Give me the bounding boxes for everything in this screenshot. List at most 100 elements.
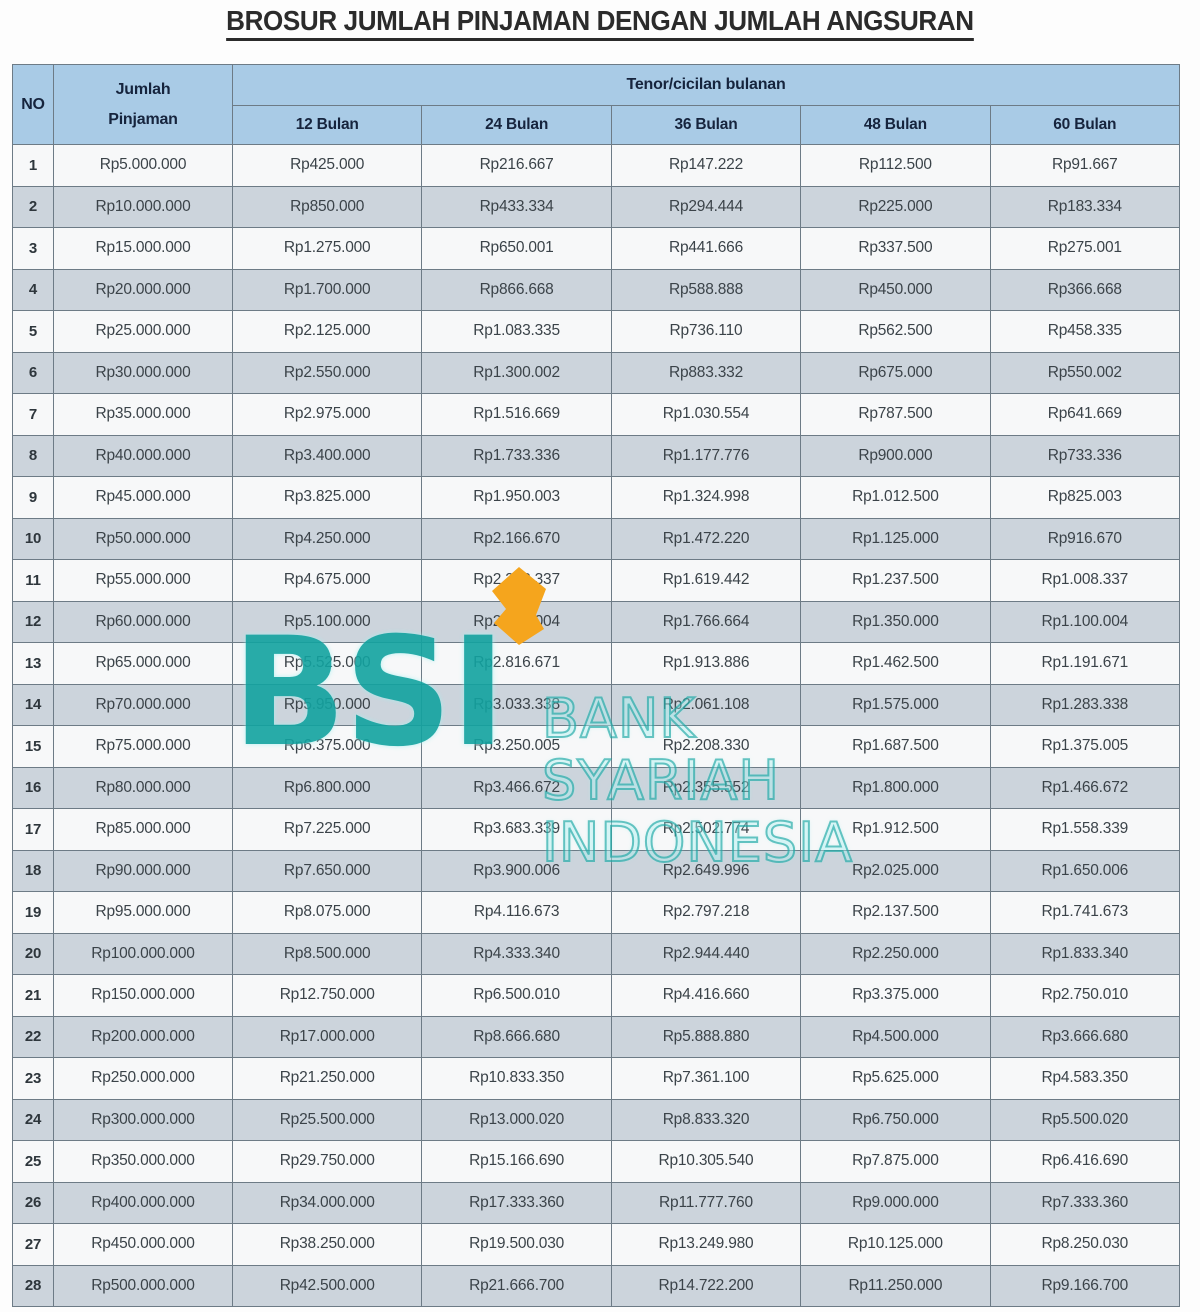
installment-12-cell: Rp2.975.000 bbox=[231, 393, 423, 436]
installment-12-cell: Rp5.950.000 bbox=[231, 683, 423, 726]
installment-48-cell: Rp1.237.500 bbox=[800, 559, 991, 602]
installment-12-cell: Rp6.800.000 bbox=[231, 766, 423, 809]
installment-24-cell: Rp3.250.005 bbox=[421, 725, 612, 768]
installment-48-cell: Rp1.125.000 bbox=[800, 517, 991, 560]
row-number-cell: 6 bbox=[12, 351, 54, 394]
installment-24-cell: Rp3.683.339 bbox=[421, 808, 612, 851]
column-header-48-bulan: 48 Bulan bbox=[800, 105, 991, 145]
installment-12-cell: Rp4.250.000 bbox=[231, 517, 423, 560]
loan-amount-cell: Rp40.000.000 bbox=[53, 434, 233, 477]
row-number-cell: 24 bbox=[12, 1098, 54, 1141]
installment-60-cell: Rp3.666.680 bbox=[989, 1015, 1181, 1058]
installment-36-cell: Rp14.722.200 bbox=[610, 1264, 802, 1307]
loan-amount-cell: Rp150.000.000 bbox=[53, 974, 233, 1017]
installment-36-cell: Rp588.888 bbox=[610, 268, 802, 311]
installment-12-cell: Rp3.400.000 bbox=[231, 434, 423, 477]
loan-installment-table: NO Jumlah Pinjaman Tenor/cicilan bulanan… bbox=[12, 64, 1181, 1307]
installment-60-cell: Rp6.416.690 bbox=[989, 1140, 1181, 1183]
loan-amount-cell: Rp100.000.000 bbox=[53, 932, 233, 975]
installment-48-cell: Rp900.000 bbox=[800, 434, 991, 477]
installment-48-cell: Rp1.012.500 bbox=[800, 476, 991, 519]
installment-48-cell: Rp562.500 bbox=[800, 310, 991, 353]
installment-48-cell: Rp1.687.500 bbox=[800, 725, 991, 768]
column-header-60-bulan: 60 Bulan bbox=[989, 105, 1181, 145]
table-row: 28 Rp500.000.000 Rp42.500.000 Rp21.666.700 R… bbox=[12, 1264, 1181, 1307]
installment-60-cell: Rp1.191.671 bbox=[989, 642, 1181, 685]
installment-36-cell: Rp294.444 bbox=[610, 185, 802, 228]
installment-12-cell: Rp7.225.000 bbox=[231, 808, 423, 851]
title-container: BROSUR JUMLAH PINJAMAN DENGAN JUMLAH ANG… bbox=[0, 6, 1200, 42]
row-number-cell: 14 bbox=[12, 683, 54, 726]
installment-24-cell: Rp650.001 bbox=[421, 227, 612, 270]
installment-24-cell: Rp2.166.670 bbox=[421, 517, 612, 560]
installment-60-cell: Rp1.558.339 bbox=[989, 808, 1181, 851]
table-row: 5 Rp25.000.000 Rp2.125.000 Rp1.083.335 Rp736… bbox=[12, 310, 1181, 353]
installment-48-cell: Rp3.375.000 bbox=[800, 974, 991, 1017]
table-row: 22 Rp200.000.000 Rp17.000.000 Rp8.666.680 Rp… bbox=[12, 1015, 1181, 1058]
row-number-cell: 18 bbox=[12, 849, 54, 892]
loan-amount-cell: Rp35.000.000 bbox=[53, 393, 233, 436]
installment-36-cell: Rp5.888.880 bbox=[610, 1015, 802, 1058]
row-number-cell: 17 bbox=[12, 808, 54, 851]
installment-36-cell: Rp2.649.996 bbox=[610, 849, 802, 892]
table-row: 15 Rp75.000.000 Rp6.375.000 Rp3.250.005 Rp2.… bbox=[12, 725, 1181, 768]
table-row: 2 Rp10.000.000 Rp850.000 Rp433.334 Rp294.444… bbox=[12, 185, 1181, 228]
loan-amount-cell: Rp75.000.000 bbox=[53, 725, 233, 768]
loan-installment-table-container: NO Jumlah Pinjaman Tenor/cicilan bulanan… bbox=[12, 64, 1181, 1307]
installment-24-cell: Rp4.116.673 bbox=[421, 891, 612, 934]
table-row: 18 Rp90.000.000 Rp7.650.000 Rp3.900.006 Rp2.… bbox=[12, 849, 1181, 892]
table-row: 19 Rp95.000.000 Rp8.075.000 Rp4.116.673 Rp2.… bbox=[12, 891, 1181, 934]
table-row: 8 Rp40.000.000 Rp3.400.000 Rp1.733.336 Rp1.1… bbox=[12, 434, 1181, 477]
table-row: 4 Rp20.000.000 Rp1.700.000 Rp866.668 Rp588.8… bbox=[12, 268, 1181, 311]
loan-amount-cell: Rp20.000.000 bbox=[53, 268, 233, 311]
table-row: 27 Rp450.000.000 Rp38.250.000 Rp19.500.030 R… bbox=[12, 1223, 1181, 1266]
installment-48-cell: Rp112.500 bbox=[800, 144, 991, 187]
row-number-cell: 11 bbox=[12, 559, 54, 602]
column-header-24-bulan: 24 Bulan bbox=[421, 105, 612, 145]
installment-60-cell: Rp5.500.020 bbox=[989, 1098, 1181, 1141]
installment-12-cell: Rp425.000 bbox=[231, 144, 423, 187]
row-number-cell: 23 bbox=[12, 1057, 54, 1100]
installment-24-cell: Rp8.666.680 bbox=[421, 1015, 612, 1058]
installment-48-cell: Rp2.250.000 bbox=[800, 932, 991, 975]
installment-12-cell: Rp1.700.000 bbox=[231, 268, 423, 311]
table-header: NO Jumlah Pinjaman Tenor/cicilan bulanan… bbox=[12, 64, 1181, 145]
installment-48-cell: Rp1.350.000 bbox=[800, 600, 991, 643]
column-header-no: NO bbox=[12, 64, 54, 145]
row-number-cell: 8 bbox=[12, 434, 54, 477]
installment-36-cell: Rp13.249.980 bbox=[610, 1223, 802, 1266]
installment-60-cell: Rp2.750.010 bbox=[989, 974, 1181, 1017]
installment-12-cell: Rp2.550.000 bbox=[231, 351, 423, 394]
row-number-cell: 28 bbox=[12, 1264, 54, 1307]
installment-60-cell: Rp916.670 bbox=[989, 517, 1181, 560]
installment-12-cell: Rp29.750.000 bbox=[231, 1140, 423, 1183]
table-row: 20 Rp100.000.000 Rp8.500.000 Rp4.333.340 Rp2… bbox=[12, 932, 1181, 975]
table-row: 23 Rp250.000.000 Rp21.250.000 Rp10.833.350 R… bbox=[12, 1057, 1181, 1100]
installment-24-cell: Rp3.466.672 bbox=[421, 766, 612, 809]
installment-36-cell: Rp1.913.886 bbox=[610, 642, 802, 685]
installment-48-cell: Rp225.000 bbox=[800, 185, 991, 228]
installment-24-cell: Rp433.334 bbox=[421, 185, 612, 228]
loan-amount-cell: Rp50.000.000 bbox=[53, 517, 233, 560]
installment-36-cell: Rp11.777.760 bbox=[610, 1181, 802, 1224]
installment-24-cell: Rp6.500.010 bbox=[421, 974, 612, 1017]
row-number-cell: 13 bbox=[12, 642, 54, 685]
installment-24-cell: Rp10.833.350 bbox=[421, 1057, 612, 1100]
installment-12-cell: Rp38.250.000 bbox=[231, 1223, 423, 1266]
installment-60-cell: Rp733.336 bbox=[989, 434, 1181, 477]
table-row: 10 Rp50.000.000 Rp4.250.000 Rp2.166.670 Rp1.… bbox=[12, 517, 1181, 560]
installment-36-cell: Rp1.472.220 bbox=[610, 517, 802, 560]
installment-60-cell: Rp1.375.005 bbox=[989, 725, 1181, 768]
column-header-12-bulan: 12 Bulan bbox=[231, 105, 423, 145]
loan-amount-cell: Rp10.000.000 bbox=[53, 185, 233, 228]
installment-60-cell: Rp7.333.360 bbox=[989, 1181, 1181, 1224]
table-row: 24 Rp300.000.000 Rp25.500.000 Rp13.000.020 R… bbox=[12, 1098, 1181, 1141]
installment-60-cell: Rp550.002 bbox=[989, 351, 1181, 394]
installment-60-cell: Rp8.250.030 bbox=[989, 1223, 1181, 1266]
loan-amount-cell: Rp85.000.000 bbox=[53, 808, 233, 851]
installment-48-cell: Rp450.000 bbox=[800, 268, 991, 311]
installment-48-cell: Rp7.875.000 bbox=[800, 1140, 991, 1183]
loan-amount-cell: Rp250.000.000 bbox=[53, 1057, 233, 1100]
installment-60-cell: Rp1.741.673 bbox=[989, 891, 1181, 934]
installment-24-cell: Rp1.733.336 bbox=[421, 434, 612, 477]
